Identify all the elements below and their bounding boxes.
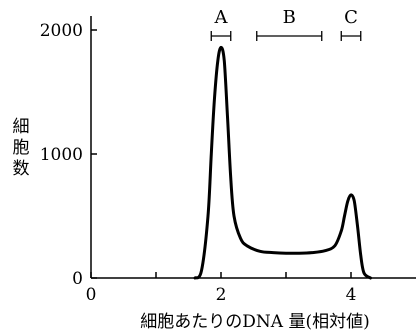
range-markers: A B C <box>210 7 362 41</box>
range-label: C <box>344 7 358 28</box>
y-tick-label: 1000 <box>40 145 83 165</box>
y-axis-label-char: 数 <box>13 159 30 179</box>
y-axis-label: 細胞数 <box>13 117 30 179</box>
x-tick-label: 4 <box>346 285 357 305</box>
axes <box>90 16 416 279</box>
ticks: 0 2 4 0 1000 2000 <box>40 21 357 305</box>
data-curve <box>193 45 372 280</box>
y-tick-label: 0 <box>72 269 83 289</box>
y-axis-label-char: 胞 <box>13 138 30 158</box>
x-tick-label: 2 <box>216 285 227 305</box>
range-label: B <box>283 7 296 28</box>
y-axis-label-char: 細 <box>13 117 30 137</box>
x-axis-label: 細胞あたりのDNA 量(相対値) <box>140 312 369 332</box>
range-label: A <box>214 7 229 28</box>
y-tick-label: 2000 <box>40 21 83 41</box>
x-tick-label: 0 <box>86 285 97 305</box>
